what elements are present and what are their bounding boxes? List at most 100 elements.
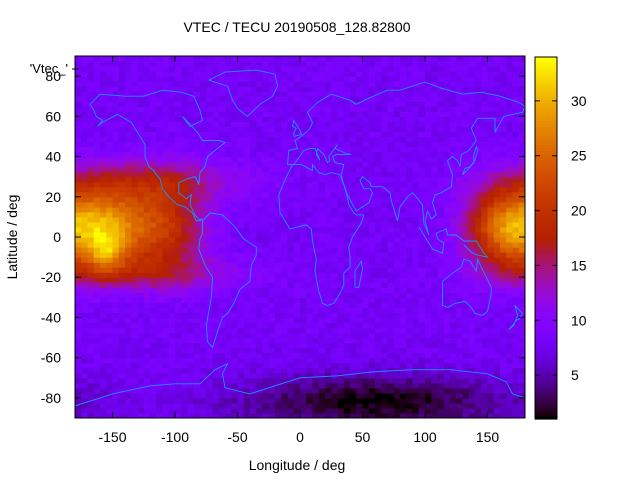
heatmap-cell [468,66,476,72]
heatmap-cell [318,247,326,253]
heatmap-cell [343,397,351,404]
heatmap-cell [143,377,151,384]
heatmap-cell [212,387,220,394]
heatmap-cell [187,292,195,298]
heatmap-cell [356,402,364,409]
heatmap-cell [231,196,239,203]
heatmap-cell [243,297,251,303]
heatmap-cell [331,146,339,153]
heatmap-cell [481,101,489,107]
heatmap-cell [150,181,157,188]
heatmap-cell [262,61,270,67]
heatmap-cell [362,282,370,288]
heatmap-cell [437,277,445,283]
heatmap-cell [356,387,364,394]
heatmap-cell [93,216,101,223]
heatmap-cell [400,166,407,173]
heatmap-cell [312,372,320,379]
heatmap-cell [187,116,195,122]
heatmap-cell [281,367,289,374]
heatmap-cell [306,101,314,107]
heatmap-cell [481,96,489,102]
heatmap-cell [75,76,82,82]
heatmap-cell [193,312,201,319]
heatmap-cell [206,56,214,62]
heatmap-cell [393,297,401,303]
heatmap-cell [200,342,207,349]
heatmap-cell [262,387,270,394]
heatmap-cell [306,161,314,168]
heatmap-cell [493,96,501,102]
heatmap-cell [231,292,239,298]
heatmap-cell [118,357,126,364]
heatmap-cell [481,412,489,418]
heatmap-cell [237,307,245,314]
heatmap-cell [187,347,195,354]
heatmap-cell [312,397,320,404]
heatmap-cell [275,111,282,117]
heatmap-cell [262,221,270,228]
heatmap-cell [356,342,364,349]
heatmap-cell [187,297,195,303]
heatmap-cell [162,352,170,359]
heatmap-cell [356,151,364,158]
heatmap-cell [425,81,432,87]
heatmap-cell [306,76,314,82]
heatmap-cell [487,362,495,369]
heatmap-cell [387,91,395,97]
heatmap-cell [450,181,457,188]
heatmap-cell [362,66,370,72]
heatmap-cell [100,407,107,414]
heatmap-cell [281,342,289,349]
heatmap-cell [400,116,407,122]
heatmap-cell [475,372,482,379]
heatmap-cell [281,131,289,138]
heatmap-cell [468,307,476,314]
heatmap-cell [362,412,370,418]
heatmap-cell [450,352,457,359]
heatmap-cell [93,402,101,409]
heatmap-cell [268,231,276,238]
vtec-heatmap [75,56,525,418]
heatmap-cell [500,367,507,374]
heatmap-cell [275,312,282,319]
heatmap-cell [400,181,407,188]
heatmap-cell [281,307,289,314]
heatmap-cell [331,71,339,77]
heatmap-cell [450,91,457,97]
heatmap-cell [137,141,145,148]
heatmap-cell [268,287,276,293]
heatmap-cell [193,76,201,82]
heatmap-cell [275,307,282,314]
heatmap-cell [212,171,220,178]
heatmap-cell [243,56,251,62]
heatmap-cell [312,317,320,324]
heatmap-cell [475,231,482,238]
heatmap-cell [100,347,107,354]
heatmap-cell [368,61,376,67]
heatmap-cell [93,66,101,72]
heatmap-cell [75,111,82,117]
heatmap-cell [500,81,507,87]
heatmap-cell [106,332,114,339]
heatmap-cell [125,206,132,213]
heatmap-cell [106,242,114,248]
heatmap-cell [418,367,426,374]
heatmap-cell [206,136,214,143]
heatmap-cell [250,71,257,77]
heatmap-cell [218,106,226,112]
heatmap-cell [106,352,114,359]
heatmap-cell [137,267,145,273]
heatmap-cell [281,196,289,203]
heatmap-cell [400,56,407,62]
heatmap-cell [300,191,307,198]
heatmap-cell [406,181,414,188]
heatmap-cell [306,56,314,62]
heatmap-cell [250,332,257,339]
heatmap-cell [225,397,232,404]
heatmap-cell [162,367,170,374]
heatmap-cell [237,126,245,133]
heatmap-cell [237,327,245,334]
heatmap-cell [306,352,314,359]
heatmap-cell [143,387,151,394]
